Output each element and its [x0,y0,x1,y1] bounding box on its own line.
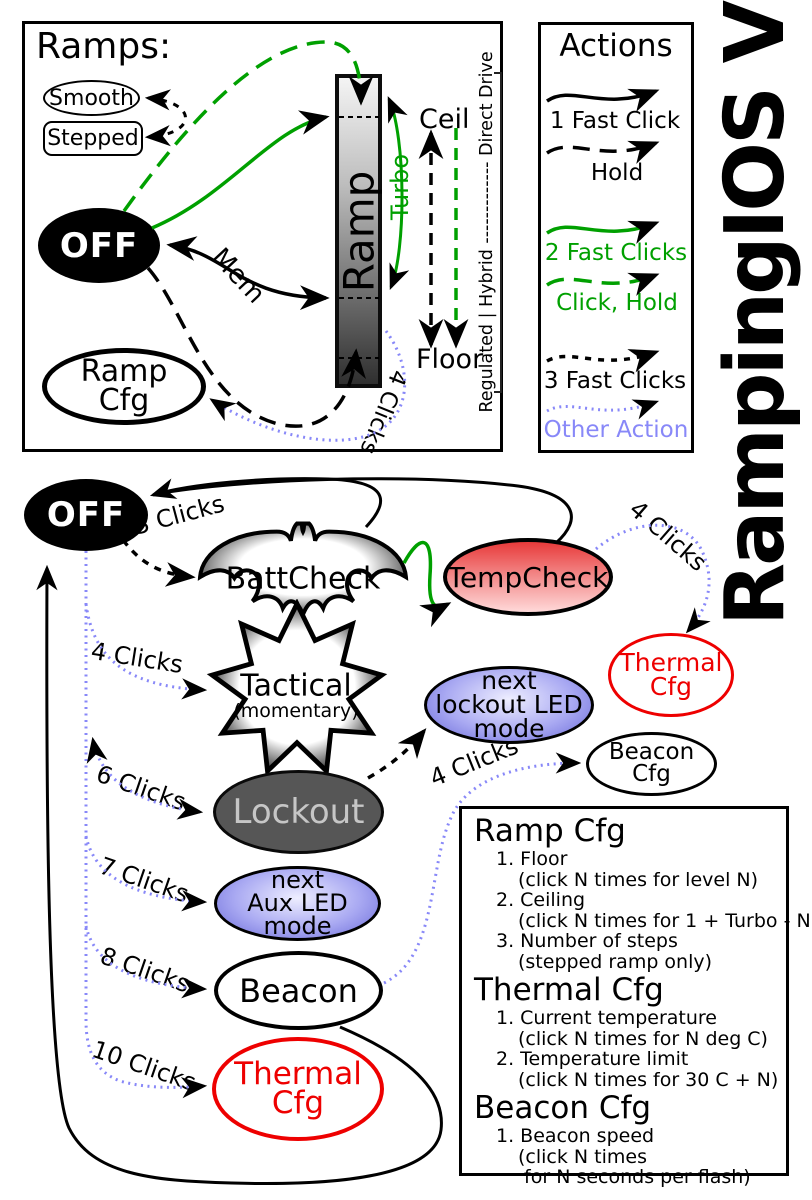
drive-mode-axis-label: Regulated | Hybrid ------------- Direct … [477,51,497,413]
beacon-label: Beacon [239,971,358,1010]
tempcheck-label: TempCheck [447,560,609,594]
ramps-heading: Ramps: [36,26,172,67]
ramp-cfg-node: Ramp Cfg [42,348,206,425]
smooth-label: Smooth [49,85,134,111]
off-state-node-ramps: OFF [38,208,160,283]
cfg-note: (click N times for level N) [518,868,759,891]
off-state-node-main: OFF [24,479,148,551]
lockout-label: Lockout [232,792,365,832]
cfg-item: 2. Ceiling [496,889,586,911]
smooth-ramp-node: Smooth [43,80,140,116]
battcheck-label: BattCheck [225,561,381,597]
tempcheck-node: TempCheck [443,538,613,616]
cfg-item: 3. Number of steps [496,930,678,952]
cfg-item: 2. Temperature limit [496,1048,689,1070]
cfg-heading-thermal: Thermal Cfg [474,972,664,1008]
cfg-item: 1. Beacon speed [496,1125,655,1147]
cfg-note: (stepped ramp only) [518,950,713,973]
cfg-note: (click N times [518,1145,647,1168]
edge-label-8-clicks: 8 Clicks [96,941,194,999]
floor-label: Floor [416,344,484,375]
stepped-ramp-node: Stepped [43,121,143,156]
ceil-label: Ceil [419,104,470,135]
thermal-cfg-line2: Cfg [271,1085,325,1121]
cfg-note: (click N times for N deg C) [518,1027,768,1050]
edge-label-10-clicks: 10 Clicks [88,1035,200,1097]
cfg-note: (click N times for 1 + Turbo - N) [518,909,812,932]
thermal-cfg-node-upper: Thermal Cfg [608,633,734,717]
edge-label-4-clicks-tactical: 4 Clicks [89,636,185,680]
legend-hold: Hold [590,160,644,186]
next-lockout-line2: lockout LED [435,690,583,720]
beacon-cfg-line1: Beacon [608,739,695,766]
ramp-level-bar: Ramp [334,74,384,388]
off-label: OFF [59,225,139,266]
tactical-momentary-label: (momentary) [233,700,359,722]
legend-click-hold: Click, Hold [556,290,678,316]
legend-other-action: Other Action [543,417,689,443]
edge-label-7-clicks: 7 Clicks [95,851,193,909]
cfg-item: 1. Current temperature [496,1007,717,1029]
cfg-reference-panel: Ramp Cfg 1. Floor (click N times for lev… [459,806,812,1187]
next-aux-line3: mode [263,911,332,940]
page-title: RampingIOS V3 [708,0,803,626]
ramp-cfg-line2: Cfg [98,382,150,418]
next-lockout-line1: next [481,666,537,696]
stepped-label: Stepped [47,126,139,151]
tactical-label: Tactical [240,668,352,704]
next-aux-led-mode-node: next Aux LED mode [214,866,381,941]
legend-1-fast-click: 1 Fast Click [549,108,681,134]
thermal-cfg-line2: Cfg [649,672,693,701]
cfg-heading-ramp: Ramp Cfg [474,813,626,849]
lockout-node: Lockout [213,770,384,854]
cfg-note: for N seconds per flash) [518,1166,751,1188]
edge-label-4-clicks-thermal: 4 Clicks [623,495,713,577]
off-label: OFF [46,495,126,535]
beacon-cfg-node: Beacon Cfg [586,732,717,796]
cfg-note: (click N times for 30 C + N) [518,1068,779,1091]
edge-off-battcheck-3-clicks [121,538,196,587]
beacon-cfg-line2: Cfg [632,761,671,787]
ramp-bar-label: Ramp [334,170,384,292]
thermal-cfg-line1: Thermal [619,648,723,678]
cfg-heading-beacon: Beacon Cfg [474,1090,652,1126]
legend-3-fast-clicks: 3 Fast Clicks [543,368,687,394]
legend-2-fast-clicks: 2 Fast Clicks [544,240,688,266]
actions-heading: Actions [559,28,673,64]
next-lockout-led-mode-node: next lockout LED mode [424,666,594,744]
edge-off-trunk-10-clicks [84,551,208,1099]
next-lockout-line3: mode [473,713,545,743]
beacon-node: Beacon [214,951,383,1030]
cfg-item: 1. Floor [496,848,568,870]
edge-label-6-clicks: 6 Clicks [92,759,190,817]
turbo-label: Turbo [386,153,414,221]
thermal-cfg-node-lower: Thermal Cfg [212,1037,384,1141]
